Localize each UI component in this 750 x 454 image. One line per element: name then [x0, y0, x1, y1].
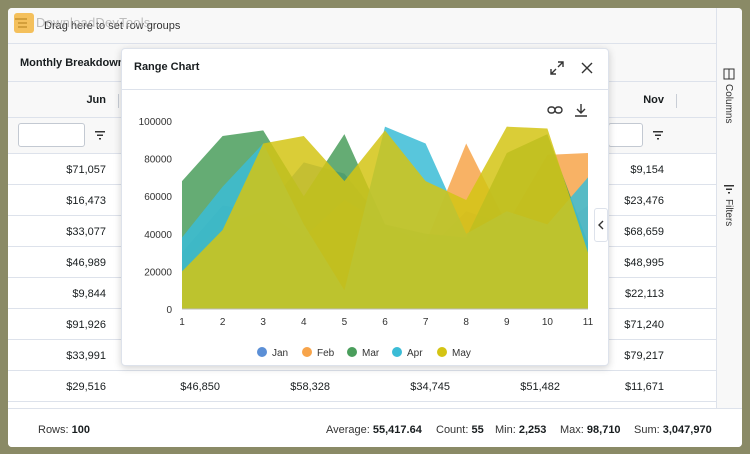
- cell-jun[interactable]: $33,991: [66, 350, 106, 362]
- cell-nov[interactable]: $68,659: [624, 226, 664, 238]
- row-group-drop-zone[interactable]: Drag here to set row groups DownloadDevT…: [8, 8, 716, 44]
- header-group-monthly-breakdown[interactable]: Monthly Breakdown: [20, 57, 125, 69]
- column-header-nov[interactable]: Nov: [643, 94, 664, 106]
- status-average-label: Average:: [326, 424, 370, 436]
- cell-jun[interactable]: $16,473: [66, 195, 106, 207]
- cell-jun[interactable]: $9,844: [72, 288, 106, 300]
- status-max: Max: 98,710: [560, 424, 621, 436]
- cell-nov[interactable]: $22,113: [625, 288, 664, 300]
- legend-marker-may: [437, 347, 447, 357]
- y-tick-label: 60000: [144, 192, 172, 203]
- cell-jun[interactable]: $91,926: [66, 319, 106, 331]
- legend-label-feb: Feb: [317, 348, 335, 359]
- columns-icon: [723, 68, 735, 80]
- watermark: DownloadDevTools: [12, 11, 192, 37]
- status-average-value: 55,417.64: [372, 424, 422, 436]
- status-sum-label: Sum:: [634, 424, 660, 436]
- status-average: Average: 55,417.64: [326, 424, 422, 436]
- chart-window-divider: [122, 89, 608, 90]
- x-tick-label: 10: [542, 317, 554, 328]
- close-icon[interactable]: [578, 59, 596, 77]
- status-min-label: Min:: [495, 424, 516, 436]
- cell-jun[interactable]: $46,989: [66, 257, 106, 269]
- x-tick-label: 8: [463, 317, 469, 328]
- column-header-jun[interactable]: Jun: [86, 94, 106, 106]
- x-tick-label: 6: [382, 317, 388, 328]
- y-tick-label: 100000: [139, 117, 173, 128]
- table-row[interactable]: $29,516 $46,850 $58,328 $34,745 $51,482 …: [8, 371, 716, 402]
- cell-jun[interactable]: $29,516: [66, 381, 106, 393]
- status-bar: Rows: 100 Average: 55,417.64 Count: 55 M…: [8, 408, 742, 447]
- legend-label-may: May: [452, 348, 471, 359]
- x-tick-label: 3: [260, 317, 266, 328]
- legend-label-mar: Mar: [362, 348, 380, 359]
- cell-nov[interactable]: $71,240: [624, 319, 664, 331]
- chevron-left-icon: [598, 220, 604, 230]
- area-series-may: [182, 126, 588, 309]
- status-min: Min: 2,253: [495, 424, 546, 436]
- x-tick-label: 1: [179, 317, 185, 328]
- side-tab-columns-label: Columns: [723, 84, 734, 124]
- status-count-value: 55: [471, 424, 484, 436]
- filter-icon: [724, 185, 734, 194]
- row-group-hint: Drag here to set row groups: [44, 20, 181, 32]
- x-tick-label: 9: [504, 317, 510, 328]
- grid-frame: Drag here to set row groups DownloadDevT…: [8, 8, 742, 447]
- legend-marker-mar: [347, 347, 357, 357]
- filter-icon[interactable]: [94, 129, 106, 141]
- cell-nov[interactable]: $79,217: [624, 350, 664, 362]
- legend-marker-apr: [392, 347, 402, 357]
- cell-jun[interactable]: $33,077: [66, 226, 106, 238]
- cell-nov[interactable]: $48,995: [624, 257, 664, 269]
- y-tick-label: 80000: [144, 155, 172, 166]
- download-icon[interactable]: [572, 101, 590, 119]
- status-count-label: Count:: [436, 424, 469, 436]
- status-rows: Rows: 100: [38, 424, 90, 436]
- side-tab-filters-label: Filters: [723, 199, 734, 227]
- status-max-value: 98,710: [586, 424, 621, 436]
- cell-jul[interactable]: $46,850: [180, 381, 220, 393]
- status-min-value: 2,253: [518, 424, 547, 436]
- watermark-logo-icon: [14, 13, 34, 33]
- column-resize-handle[interactable]: [676, 94, 677, 108]
- range-chart-plot[interactable]: 0 20000 40000 60000 80000 100000 1 2 3 4 5 6 7 8 9 10 11…: [122, 49, 608, 365]
- maximize-icon[interactable]: [548, 59, 566, 77]
- chart-panel-toggle[interactable]: [594, 208, 608, 242]
- cell-nov[interactable]: $23,476: [624, 195, 664, 207]
- status-rows-label: Rows:: [38, 424, 69, 436]
- filter-input-nov[interactable]: [608, 123, 643, 147]
- cell-sep[interactable]: $34,745: [410, 381, 450, 393]
- status-max-label: Max:: [560, 424, 584, 436]
- status-sum: Sum: 3,047,970: [634, 424, 712, 436]
- cell-nov[interactable]: $11,671: [625, 381, 664, 393]
- legend-marker-feb: [302, 347, 312, 357]
- column-resize-handle[interactable]: [118, 94, 119, 108]
- status-sum-value: 3,047,970: [662, 424, 712, 436]
- chart-window-title: Range Chart: [134, 61, 200, 73]
- filter-icon[interactable]: [652, 129, 664, 141]
- cell-jun[interactable]: $71,057: [66, 164, 106, 176]
- cell-oct[interactable]: $51,482: [520, 381, 560, 393]
- y-tick-label: 0: [166, 305, 172, 316]
- legend-label-jan: Jan: [272, 348, 288, 359]
- status-count: Count: 55: [436, 424, 484, 436]
- tool-panel-sidebar: Columns Filters: [716, 8, 742, 408]
- status-rows-value: 100: [71, 424, 90, 436]
- legend-marker-jan: [257, 347, 267, 357]
- range-chart-window[interactable]: Range Chart 0 20000 40000 60000 80000 100000 1…: [121, 48, 609, 366]
- cell-nov[interactable]: $9,154: [630, 164, 664, 176]
- x-tick-label: 11: [583, 317, 594, 328]
- x-tick-label: 7: [423, 317, 429, 328]
- x-tick-label: 5: [342, 317, 348, 328]
- x-tick-label: 2: [220, 317, 226, 328]
- cell-aug[interactable]: $58,328: [290, 381, 330, 393]
- link-icon[interactable]: [546, 101, 564, 119]
- filter-input-jun[interactable]: [18, 123, 85, 147]
- y-tick-label: 20000: [144, 267, 172, 278]
- legend-label-apr: Apr: [407, 348, 423, 359]
- x-tick-label: 4: [301, 317, 307, 328]
- y-tick-label: 40000: [144, 230, 172, 241]
- watermark-text: DownloadDevTools: [36, 15, 151, 30]
